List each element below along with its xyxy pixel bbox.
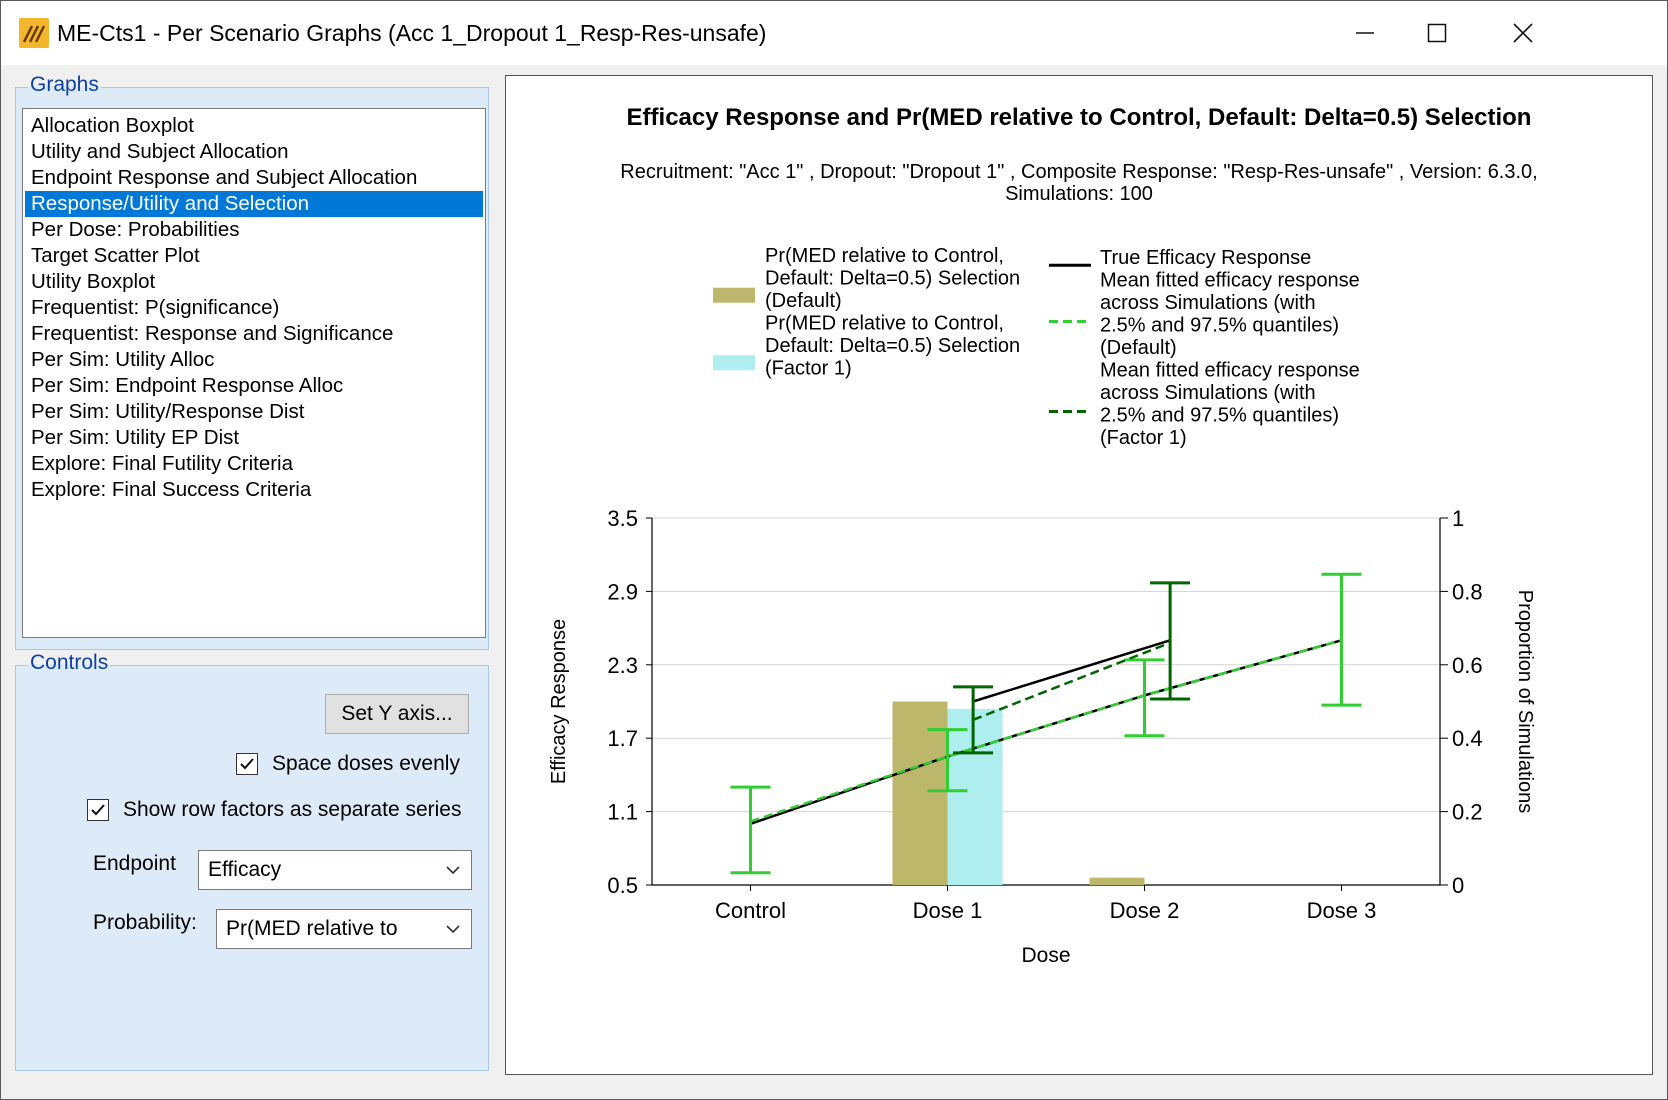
legend-label: 2.5% and 97.5% quantiles) [1100,315,1339,337]
legend-label: 2.5% and 97.5% quantiles) [1100,405,1339,427]
graphs-listbox[interactable]: Allocation Boxplot Utility and Subject Al… [22,108,486,638]
space-doses-label: Space doses evenly [272,752,460,775]
graphs-groupbox: Graphs Allocation Boxplot Utility and Sub… [15,73,489,650]
row-factors-label: Show row factors as separate series [123,798,462,821]
legend-label: True Efficacy Response [1100,247,1311,269]
legend-label: Default: Delta=0.5) Selection [765,335,1020,357]
graph-list-item[interactable]: Utility and Subject Allocation [31,140,289,163]
y2-tick-label: 0.4 [1452,726,1483,751]
close-icon[interactable] [1477,1,1569,65]
y-tick-label: 1.1 [607,800,638,825]
legend-label: Pr(MED relative to Control, [765,313,1004,335]
graph-list-item[interactable]: Frequentist: P(significance) [31,296,280,319]
y-tick-label: 0.5 [607,873,638,898]
controls-legend: Controls [28,651,111,675]
x-tick-label: Dose 1 [913,898,983,923]
legend-label: (Default) [1100,337,1177,359]
x-axis-label: Dose [1021,944,1070,967]
graph-list-item[interactable]: Response/Utility and Selection [25,191,483,217]
chart-panel: Efficacy Response and Pr(MED relative to… [505,75,1653,1075]
y-tick-label: 2.3 [607,653,638,678]
legend-label: Pr(MED relative to Control, [765,245,1004,267]
y2-tick-label: 0.2 [1452,800,1483,825]
graph-list-item[interactable]: Per Dose: Probabilities [31,218,240,241]
graph-list-item[interactable]: Per Sim: Endpoint Response Alloc [31,374,344,397]
endpoint-value: Efficacy [208,858,282,881]
legend-label: Mean fitted efficacy response [1100,270,1360,292]
row-factors-checkbox[interactable] [87,799,109,821]
chart-subtitle: Simulations: 100 [1005,183,1153,205]
graph-list-item[interactable]: Explore: Final Futility Criteria [31,452,294,475]
graph-list-item[interactable]: Frequentist: Response and Significance [31,322,394,345]
fitted-line [750,639,1342,823]
legend-label: Default: Delta=0.5) Selection [765,268,1020,290]
set-y-axis-button[interactable]: Set Y axis... [325,694,469,734]
true-response-line [750,639,1342,826]
probability-select[interactable]: Pr(MED relative to [216,909,472,949]
bar [892,701,948,885]
bar [1089,877,1145,885]
graph-list-item[interactable]: Per Sim: Utility EP Dist [31,426,240,449]
row-factors-checkbox-row[interactable]: Show row factors as separate series [87,798,461,822]
graphs-legend: Graphs [28,73,101,97]
minimize-icon[interactable] [1319,1,1411,65]
y2-tick-label: 0 [1452,873,1464,898]
graph-list-item[interactable]: Explore: Final Success Criteria [31,478,312,501]
graph-list-item[interactable]: Endpoint Response and Subject Allocation [31,166,418,189]
legend-swatch [713,287,755,303]
y2-tick-label: 1 [1452,506,1464,531]
probability-label: Probability: [93,911,197,934]
graph-list-item[interactable]: Per Sim: Utility Alloc [31,348,215,371]
maximize-icon[interactable] [1391,1,1483,65]
window-title: ME-Cts1 - Per Scenario Graphs (Acc 1_Dro… [57,20,767,46]
y-tick-label: 1.7 [607,726,638,751]
graph-list-item[interactable]: Target Scatter Plot [31,244,200,267]
endpoint-label: Endpoint [93,852,176,875]
chevron-down-icon [446,925,460,934]
chart-title: Efficacy Response and Pr(MED relative to… [627,104,1532,131]
legend-label: across Simulations (with [1100,292,1316,314]
app-logo-icon [19,18,49,48]
legend-swatch [713,355,755,371]
x-tick-label: Dose 2 [1110,898,1180,923]
bar [947,708,1003,885]
legend-label: across Simulations (with [1100,382,1316,404]
y-axis-label: Efficacy Response [548,619,570,784]
graph-list-item[interactable]: Per Sim: Utility/Response Dist [31,400,305,423]
fitted-line [972,641,1171,722]
y-tick-label: 3.5 [607,506,638,531]
legend-label: (Default) [765,290,842,312]
y2-tick-label: 0.8 [1452,579,1483,604]
x-tick-label: Control [715,898,786,923]
y2-tick-label: 0.6 [1452,653,1483,678]
true-response-line [972,639,1171,703]
x-tick-label: Dose 3 [1307,898,1377,923]
probability-value: Pr(MED relative to [226,917,398,940]
chart-svg: Efficacy Response and Pr(MED relative to… [548,104,1538,967]
space-doses-checkbox[interactable] [236,753,258,775]
y2-axis-label: Proportion of Simulations [1514,590,1536,813]
y-tick-label: 2.9 [607,579,638,604]
graph-list-item[interactable]: Utility Boxplot [31,270,156,293]
title-bar[interactable]: ME-Cts1 - Per Scenario Graphs (Acc 1_Dro… [1,1,1667,65]
endpoint-select[interactable]: Efficacy [198,850,472,890]
chart-subtitle: Recruitment: "Acc 1" , Dropout: "Dropout… [620,161,1537,183]
graph-list-item[interactable]: Allocation Boxplot [31,114,194,137]
controls-groupbox: Controls Set Y axis... Space doses evenl… [15,651,489,1071]
space-doses-checkbox-row[interactable]: Space doses evenly [236,752,460,776]
legend-label: (Factor 1) [1100,427,1187,449]
legend-label: Mean fitted efficacy response [1100,360,1360,382]
chevron-down-icon [446,866,460,875]
legend-label: (Factor 1) [765,358,852,380]
